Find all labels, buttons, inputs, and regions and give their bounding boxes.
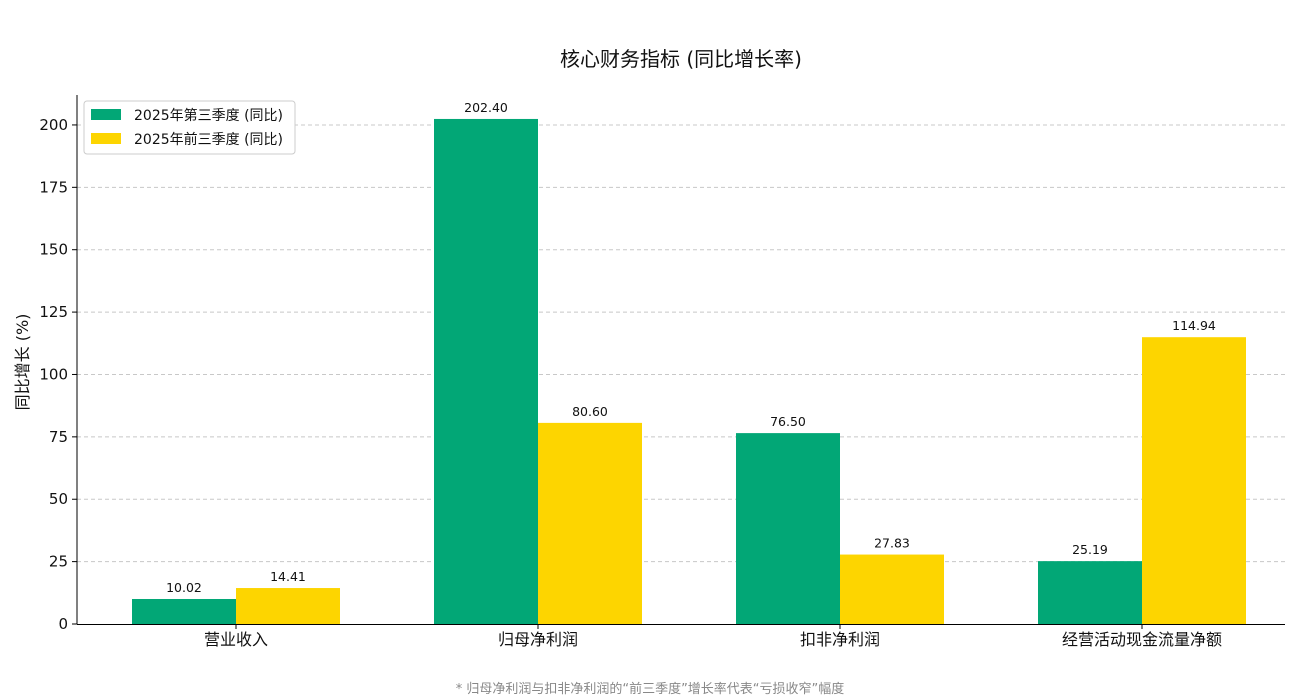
bar-ytd	[840, 554, 944, 624]
data-label: 202.40	[464, 100, 508, 115]
bar-q3	[434, 118, 538, 625]
footnote: * 归母净利润与扣非净利润的“前三季度”增长率代表“亏损收窄”幅度	[456, 681, 845, 697]
gridlines	[77, 124, 1285, 563]
x-tick-label: 扣非净利润	[800, 630, 880, 649]
y-axis-label: 同比增长 (%)	[13, 314, 32, 411]
x-axis-ticks: 营业收入 归母净利润 扣非净利润 经营活动现金流量净额	[204, 624, 1222, 649]
data-label: 14.41	[270, 569, 306, 584]
legend-label-ytd: 2025年前三季度 (同比)	[134, 131, 283, 148]
legend-swatch-q3	[91, 109, 121, 120]
data-label: 10.02	[166, 580, 202, 595]
data-label: 76.50	[770, 414, 806, 429]
x-tick-label: 归母净利润	[498, 630, 578, 649]
bar-q3	[736, 433, 840, 624]
legend-swatch-ytd	[91, 133, 121, 144]
y-tick-label: 200	[39, 116, 68, 134]
y-tick-label: 25	[49, 553, 68, 571]
x-tick-label: 营业收入	[204, 630, 268, 649]
bar-ytd	[538, 422, 642, 624]
data-labels: 10.02 14.41 202.40 80.60 76.50 27.83 25.19 114.…	[166, 100, 1216, 595]
y-tick-label: 75	[49, 428, 68, 446]
bar-q3	[1038, 561, 1142, 624]
chart-title: 核心财务指标 (同比增长率)	[560, 47, 802, 71]
y-tick-label: 100	[39, 365, 68, 383]
data-label: 80.60	[572, 404, 608, 419]
y-tick-label: 50	[49, 490, 68, 508]
y-tick-label: 125	[39, 303, 68, 321]
x-tick-label: 经营活动现金流量净额	[1062, 630, 1222, 649]
y-axis-ticks: 0 25 50 75 100 125 150 175 200	[39, 116, 77, 633]
bar-ytd	[1142, 337, 1246, 624]
legend: 2025年第三季度 (同比) 2025年前三季度 (同比)	[83, 100, 296, 155]
data-label: 27.83	[874, 536, 910, 551]
data-label: 25.19	[1072, 542, 1108, 557]
bar-q3	[132, 598, 236, 624]
y-tick-label: 150	[39, 241, 68, 259]
y-tick-label: 175	[39, 178, 68, 196]
legend-box	[83, 100, 296, 155]
data-label: 114.94	[1172, 318, 1216, 333]
bars	[132, 118, 1246, 625]
legend-label-q3: 2025年第三季度 (同比)	[134, 107, 283, 124]
bar-ytd	[236, 588, 340, 624]
y-tick-label: 0	[58, 615, 68, 633]
